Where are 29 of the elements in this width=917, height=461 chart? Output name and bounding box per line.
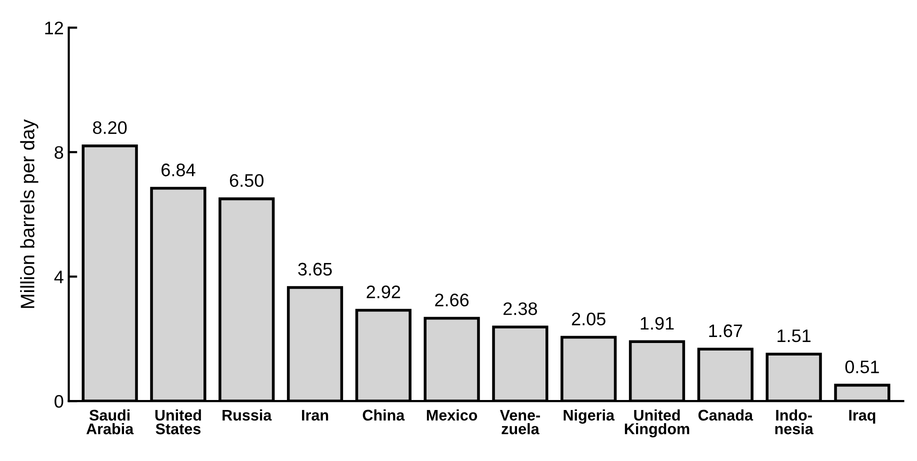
x-tick-label: Iraq [849, 410, 876, 424]
x-tick-label: United Kingdom [624, 409, 690, 438]
x-tick-label: Vene- zuela [500, 410, 540, 434]
y-tick-label: 0 [54, 395, 64, 408]
data-label: 2.92 [366, 286, 400, 298]
x-tick-label: Mexico [426, 409, 478, 421]
data-label: 1.91 [640, 316, 674, 330]
x-tick-label: Iran [302, 410, 328, 421]
data-label: 2.38 [504, 302, 537, 316]
data-label: 6.84 [162, 164, 196, 176]
x-tick-label: Indo- nesia [775, 409, 814, 434]
x-tick-label: China [362, 409, 405, 421]
data-label: 6.50 [230, 174, 264, 187]
y-axis-title: Million barrels per day [20, 119, 38, 308]
data-label: 3.65 [298, 262, 332, 276]
x-tick-label: United States [155, 409, 201, 434]
y-tick-label: 12 [45, 22, 64, 34]
x-tick-label: Saudi Arabia [86, 409, 134, 434]
data-label: 8.20 [93, 121, 127, 134]
data-label: 2.05 [572, 312, 606, 326]
data-label: 1.51 [778, 330, 810, 342]
x-tick-label: Canada [698, 409, 754, 421]
y-tick-label: 8 [54, 146, 64, 159]
data-label: 0.51 [845, 360, 879, 374]
data-label: 1.67 [709, 324, 742, 338]
x-tick-label: Nigeria [564, 409, 615, 424]
x-tick-label: Russia [222, 409, 272, 421]
y-tick-label: 4 [54, 270, 64, 284]
data-label: 2.66 [435, 294, 469, 306]
